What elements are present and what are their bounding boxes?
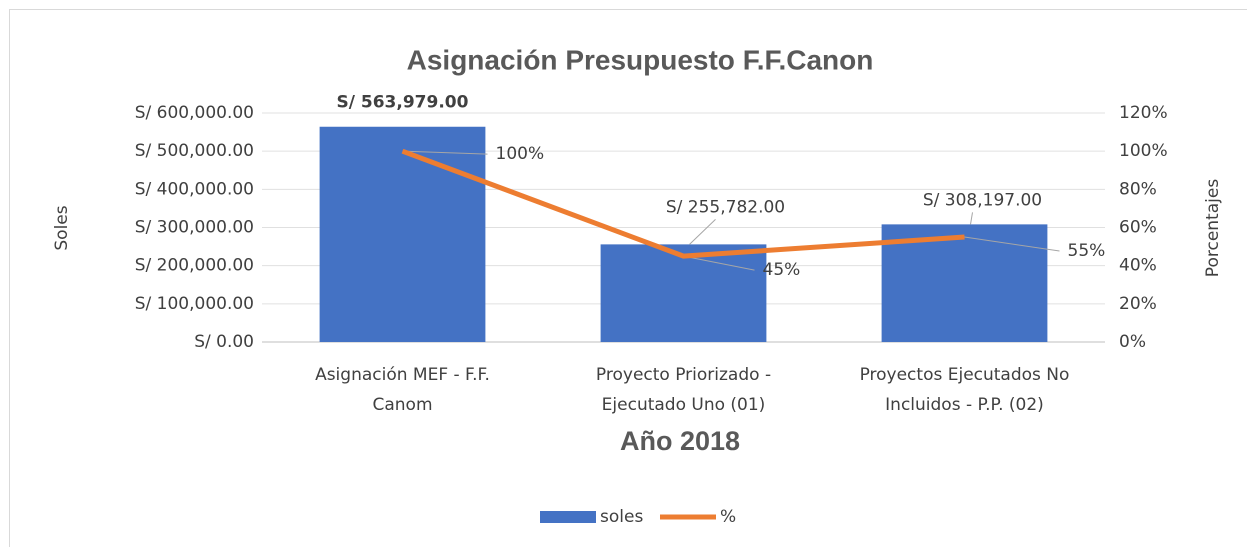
leader-line [689, 219, 716, 245]
data-label: S/ 563,979.00 [337, 93, 469, 113]
x-tick-label: Ejecutado Uno (01) [602, 395, 766, 415]
x-axis-title: Año 2018 [620, 426, 740, 456]
x-tick-label: Proyecto Priorizado - [596, 365, 771, 385]
y-tick-label: S/ 100,000.00 [135, 294, 254, 314]
data-label: 55% [1068, 241, 1106, 261]
chart-title: Asignación Presupuesto F.F.Canon [407, 44, 874, 75]
bar [881, 224, 1048, 342]
leader-line [964, 236, 1060, 252]
legend-label: % [720, 507, 736, 527]
leader-line [402, 150, 488, 155]
data-label: S/ 308,197.00 [923, 190, 1042, 210]
y-tick-label: S/ 0.00 [194, 332, 254, 352]
legend-swatch [540, 511, 596, 523]
x-tick-label: Incluidos - P.P. (02) [885, 395, 1044, 415]
x-tick-label: Canom [372, 395, 432, 415]
x-tick-label: Asignación MEF - F.F. [315, 365, 490, 385]
data-label: 100% [496, 144, 545, 164]
y2-tick-label: 20% [1119, 294, 1157, 314]
y2-axis-title: Porcentajes [1203, 179, 1223, 278]
leader-line [970, 212, 973, 225]
leader-line [683, 255, 755, 271]
y-tick-label: S/ 500,000.00 [135, 141, 254, 161]
y2-tick-label: 120% [1119, 103, 1168, 123]
y-tick-label: S/ 200,000.00 [135, 256, 254, 276]
line-series [401, 148, 965, 259]
y2-tick-label: 80% [1119, 179, 1157, 199]
data-label: 45% [763, 260, 801, 280]
x-tick-label: Proyectos Ejecutados No [860, 365, 1070, 385]
data-label: S/ 255,782.00 [666, 197, 785, 217]
y-tick-label: S/ 400,000.00 [135, 179, 254, 199]
y-tick-label: S/ 300,000.00 [135, 218, 254, 238]
y-tick-label: S/ 600,000.00 [135, 103, 254, 123]
y2-tick-label: 0% [1119, 332, 1146, 352]
bar [319, 126, 486, 342]
legend-label: soles [600, 507, 643, 527]
bar [600, 244, 767, 342]
y2-tick-label: 100% [1119, 141, 1168, 161]
y2-tick-label: 40% [1119, 256, 1157, 276]
y2-tick-label: 60% [1119, 218, 1157, 238]
y-axis-title: Soles [52, 205, 72, 250]
